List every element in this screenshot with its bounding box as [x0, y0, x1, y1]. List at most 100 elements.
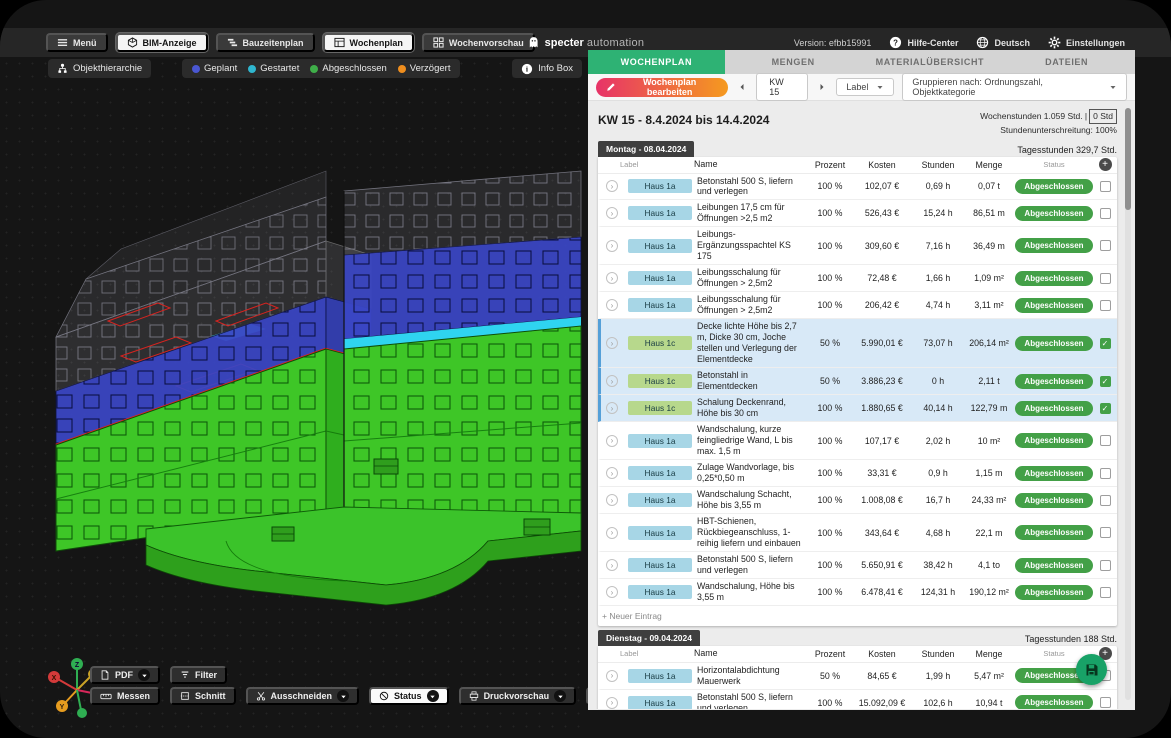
status-badge[interactable]: Abgeschlossen: [1015, 271, 1092, 286]
row-checkbox[interactable]: [1100, 468, 1111, 479]
week-prev-button[interactable]: [736, 81, 748, 93]
status-badge[interactable]: Abgeschlossen: [1015, 298, 1092, 313]
expand-row-icon[interactable]: ›: [606, 494, 618, 506]
help-center-button[interactable]: ? Hilfe-Center: [889, 36, 958, 49]
row-label-pill[interactable]: Haus 1c: [628, 336, 692, 350]
language-button[interactable]: Deutsch: [976, 36, 1030, 49]
status-badge[interactable]: Abgeschlossen: [1015, 374, 1092, 389]
expand-row-icon[interactable]: ›: [606, 207, 618, 219]
status-badge[interactable]: Abgeschlossen: [1015, 558, 1092, 573]
topbar-item-wochenvorschau[interactable]: Wochenvorschau: [422, 33, 535, 52]
object-hierarchy-button[interactable]: Objekthierarchie: [48, 59, 151, 78]
row-checkbox[interactable]: [1100, 560, 1111, 571]
panel-scrollbar-thumb[interactable]: [1125, 108, 1131, 210]
row-checkbox[interactable]: ✓: [1100, 338, 1111, 349]
row-label-pill[interactable]: Haus 1a: [628, 179, 692, 193]
filter-button[interactable]: Filter: [170, 666, 227, 684]
row-checkbox[interactable]: [1100, 181, 1111, 192]
save-button[interactable]: [1076, 654, 1107, 685]
row-label-pill[interactable]: Haus 1a: [628, 669, 692, 683]
messen-button[interactable]: Messen: [90, 687, 160, 705]
status-badge[interactable]: Abgeschlossen: [1015, 525, 1092, 540]
row-checkbox[interactable]: [1100, 273, 1111, 284]
groupby-dropdown[interactable]: Gruppieren nach: Ordnungszahl, Objektkat…: [902, 73, 1127, 101]
status-badge[interactable]: Abgeschlossen: [1015, 336, 1092, 351]
status-badge[interactable]: Abgeschlossen: [1015, 433, 1092, 448]
row-checkbox[interactable]: [1100, 240, 1111, 251]
week-next-button[interactable]: [816, 81, 828, 93]
row-label-pill[interactable]: Haus 1a: [628, 206, 692, 220]
pdf-button[interactable]: PDF: [90, 666, 160, 684]
expand-row-icon[interactable]: ›: [606, 299, 618, 311]
tab-dateien[interactable]: DATEIEN: [998, 50, 1135, 74]
topbar-item-men[interactable]: Menü: [46, 33, 108, 52]
row-checkbox[interactable]: [1100, 527, 1111, 538]
expand-row-icon[interactable]: ›: [606, 240, 618, 252]
schnitt-button[interactable]: Schnitt: [170, 687, 236, 705]
expand-row-icon[interactable]: ›: [606, 402, 618, 414]
expand-row-icon[interactable]: ›: [606, 272, 618, 284]
week-selector[interactable]: KW 15: [756, 73, 808, 101]
chevron-down-icon[interactable]: [427, 690, 439, 702]
chevron-down-icon[interactable]: [138, 669, 150, 681]
status-badge[interactable]: Abgeschlossen: [1015, 585, 1092, 600]
row-label-pill[interactable]: Haus 1a: [628, 466, 692, 480]
row-checkbox[interactable]: [1100, 587, 1111, 598]
expand-row-icon[interactable]: ›: [606, 559, 618, 571]
status-badge[interactable]: Abgeschlossen: [1015, 695, 1092, 709]
row-checkbox[interactable]: [1100, 435, 1111, 446]
expand-row-icon[interactable]: ›: [606, 467, 618, 479]
status-badge[interactable]: Abgeschlossen: [1015, 493, 1092, 508]
topbar-item-bauzeitenplan[interactable]: Bauzeitenplan: [216, 33, 315, 52]
new-entry-button[interactable]: + Neuer Eintrag: [598, 606, 1117, 626]
status-badge[interactable]: Abgeschlossen: [1015, 206, 1092, 221]
chevron-down-icon[interactable]: [554, 690, 566, 702]
row-label-pill[interactable]: Haus 1a: [628, 526, 692, 540]
row-checkbox[interactable]: ✓: [1100, 376, 1111, 387]
topbar-item-bimanzeige[interactable]: BIM-Anzeige: [116, 33, 208, 52]
row-label-pill[interactable]: Haus 1a: [628, 298, 692, 312]
settings-button[interactable]: Einstellungen: [1048, 36, 1125, 49]
row-checkbox[interactable]: ✓: [1100, 403, 1111, 414]
expand-row-icon[interactable]: ›: [606, 337, 618, 349]
expand-row-icon[interactable]: ›: [606, 670, 618, 682]
druckvorschau-button[interactable]: Druckvorschau: [459, 687, 577, 705]
row-label-pill[interactable]: Haus 1a: [628, 558, 692, 572]
status-badge[interactable]: Abgeschlossen: [1015, 466, 1092, 481]
row-label-pill[interactable]: Haus 1c: [628, 374, 692, 388]
row-label-pill[interactable]: Haus 1c: [628, 401, 692, 415]
row-label-pill[interactable]: Haus 1a: [628, 434, 692, 448]
label-dropdown[interactable]: Label: [836, 78, 894, 96]
row-checkbox[interactable]: [1100, 208, 1111, 219]
tab-mengen[interactable]: MENGEN: [725, 50, 862, 74]
ausschneiden-button[interactable]: Ausschneiden: [246, 687, 360, 705]
row-label-pill[interactable]: Haus 1a: [628, 696, 692, 709]
row-checkbox[interactable]: [1100, 495, 1111, 506]
status-badge[interactable]: Abgeschlossen: [1015, 179, 1092, 194]
expand-row-icon[interactable]: ›: [606, 586, 618, 598]
row-checkbox[interactable]: [1100, 300, 1111, 311]
expand-row-icon[interactable]: ›: [606, 180, 618, 192]
building-model[interactable]: [26, 79, 582, 645]
add-task-button[interactable]: +: [1099, 158, 1112, 171]
row-label-pill[interactable]: Haus 1a: [628, 271, 692, 285]
bim-viewport[interactable]: Objekthierarchie GeplantGestartetAbgesch…: [0, 57, 588, 738]
status-button[interactable]: Status: [369, 687, 449, 705]
expand-row-icon[interactable]: ›: [606, 375, 618, 387]
panel-scrollbar[interactable]: [1125, 108, 1131, 700]
chevron-down-icon[interactable]: [337, 690, 349, 702]
row-label-pill[interactable]: Haus 1a: [628, 585, 692, 599]
tab-materialübersicht[interactable]: MATERIALÜBERSICHT: [862, 50, 999, 74]
status-badge[interactable]: Abgeschlossen: [1015, 238, 1092, 253]
status-badge[interactable]: Abgeschlossen: [1015, 401, 1092, 416]
row-label-pill[interactable]: Haus 1a: [628, 239, 692, 253]
row-label-pill[interactable]: Haus 1a: [628, 493, 692, 507]
edit-weekplan-button[interactable]: Wochenplan bearbeiten: [596, 78, 728, 97]
topbar-item-wochenplan[interactable]: Wochenplan: [323, 33, 414, 52]
expand-row-icon[interactable]: ›: [606, 527, 618, 539]
expand-row-icon[interactable]: ›: [606, 697, 618, 709]
expand-row-icon[interactable]: ›: [606, 435, 618, 447]
tab-wochenplan[interactable]: WOCHENPLAN: [588, 50, 725, 74]
info-box-button[interactable]: i Info Box: [512, 59, 582, 78]
row-checkbox[interactable]: [1100, 697, 1111, 708]
